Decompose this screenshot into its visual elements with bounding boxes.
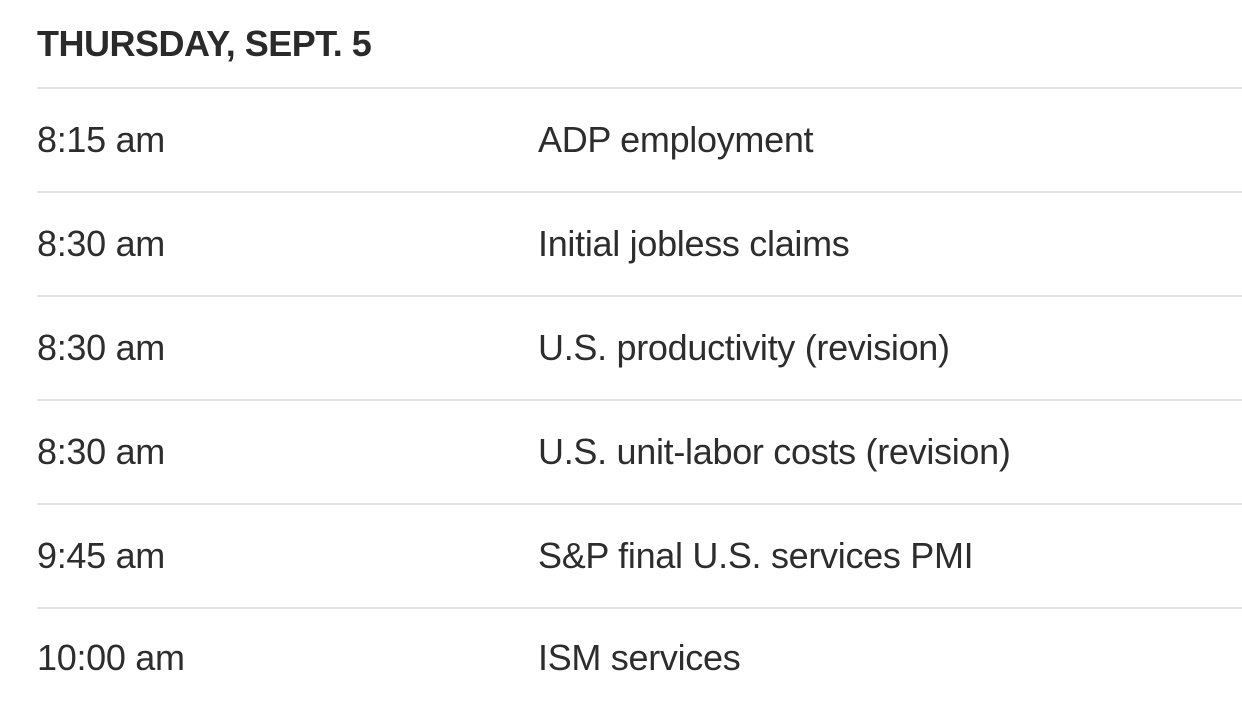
table-row: 9:45 am S&P final U.S. services PMI bbox=[37, 505, 1242, 609]
event-time: 9:45 am bbox=[37, 535, 165, 576]
event-name: U.S. productivity (revision) bbox=[538, 327, 950, 368]
event-name: U.S. unit-labor costs (revision) bbox=[538, 431, 1011, 472]
event-name: ADP employment bbox=[538, 119, 814, 160]
table-row: 8:15 am ADP employment bbox=[37, 89, 1242, 193]
table-row: 8:30 am U.S. unit-labor costs (revision) bbox=[37, 401, 1242, 505]
event-time: 8:30 am bbox=[37, 327, 165, 368]
table-row: 8:30 am Initial jobless claims bbox=[37, 193, 1242, 297]
economic-calendar-table: THURSDAY, SEPT. 5 8:15 am ADP employment… bbox=[37, 0, 1242, 707]
event-name: Initial jobless claims bbox=[538, 223, 850, 264]
event-time: 8:30 am bbox=[37, 223, 165, 264]
day-header-title: THURSDAY, SEPT. 5 bbox=[37, 22, 372, 64]
table-row: 8:30 am U.S. productivity (revision) bbox=[37, 297, 1242, 401]
event-name: ISM services bbox=[538, 637, 741, 678]
event-time: 8:15 am bbox=[37, 119, 165, 160]
table-row: 10:00 am ISM services bbox=[37, 609, 1242, 707]
day-header-row: THURSDAY, SEPT. 5 bbox=[37, 0, 1242, 89]
event-time: 8:30 am bbox=[37, 431, 165, 472]
event-name: S&P final U.S. services PMI bbox=[538, 535, 974, 576]
event-time: 10:00 am bbox=[37, 637, 185, 678]
